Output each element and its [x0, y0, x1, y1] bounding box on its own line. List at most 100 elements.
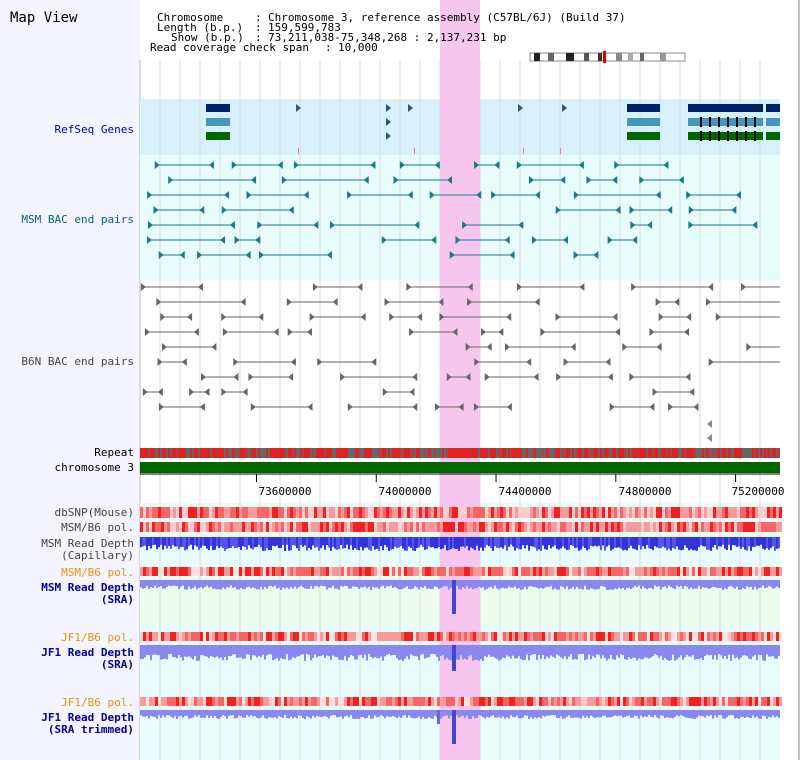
repeat-segment — [312, 448, 314, 458]
polymorphism-cell — [593, 507, 596, 518]
b6n-bac-pair-end — [741, 283, 747, 291]
repeat-segment — [260, 448, 262, 458]
repeat-segment — [448, 448, 450, 458]
polymorphism-cell — [332, 567, 335, 576]
read-depth-bar — [182, 710, 184, 718]
read-depth-bar — [566, 580, 568, 587]
read-depth-bar — [528, 710, 530, 719]
read-depth-bar — [354, 710, 356, 719]
polymorphism-cell — [311, 697, 314, 706]
polymorphism-cell — [488, 697, 491, 706]
b6n-bac-pair-end — [486, 343, 492, 351]
polymorphism-cell — [395, 507, 398, 518]
polymorphism-cell — [236, 567, 239, 576]
read-depth-bar — [732, 645, 734, 655]
track-label-refseq[interactable]: RefSeq Genes — [54, 123, 134, 136]
read-depth-bar — [540, 710, 542, 719]
polymorphism-cell — [716, 632, 719, 641]
read-depth-bar — [204, 537, 206, 546]
read-depth-bar — [728, 580, 730, 587]
polymorphism-cell — [557, 507, 560, 518]
polymorphism-cell — [227, 567, 230, 576]
read-depth-bar — [514, 645, 516, 659]
read-depth-bar — [366, 710, 368, 718]
read-depth-bar — [600, 710, 602, 718]
polymorphism-cell — [695, 567, 698, 576]
repeat-segment — [676, 448, 678, 458]
read-depth-bar — [546, 580, 548, 587]
read-depth-bar — [476, 710, 478, 719]
read-depth-bar — [600, 537, 602, 551]
show-colon: : — [255, 31, 262, 44]
polymorphism-cell — [713, 507, 716, 518]
gene-feature — [688, 118, 763, 126]
track-label-dbsnp: dbSNP(Mouse) — [54, 506, 134, 519]
polymorphism-cell — [335, 567, 338, 576]
read-depth-bar — [352, 537, 354, 550]
read-depth-bar — [494, 645, 496, 658]
read-depth-bar — [480, 645, 482, 660]
polymorphism-cell — [149, 567, 152, 576]
polymorphism-cell — [758, 507, 761, 518]
repeat-segment — [348, 448, 350, 458]
read-depth-bar — [482, 710, 484, 718]
polymorphism-cell — [650, 632, 653, 641]
read-depth-bar — [778, 645, 780, 657]
read-depth-bar — [234, 710, 236, 719]
repeat-segment — [164, 448, 166, 458]
read-depth-bar — [198, 580, 200, 589]
polymorphism-cell — [353, 632, 356, 641]
polymorphism-cell — [674, 697, 677, 706]
polymorphism-cell — [581, 567, 584, 576]
b6n-bac-pair-end — [181, 358, 187, 366]
repeat-segment — [400, 448, 402, 458]
polymorphism-cell — [152, 507, 155, 518]
track-label-msm-bac[interactable]: MSM BAC end pairs — [21, 213, 134, 226]
read-depth-bar — [440, 537, 442, 550]
read-depth-bar — [438, 580, 440, 589]
read-depth-bar — [512, 537, 514, 547]
read-depth-bar — [238, 645, 240, 658]
polymorphism-cell — [407, 567, 410, 576]
polymorphism-cell — [398, 567, 401, 576]
polymorphism-cell — [308, 522, 311, 532]
read-depth-bar — [232, 710, 234, 716]
read-depth-bar — [402, 537, 404, 549]
track-label-b6n-bac[interactable]: B6N BAC end pairs — [21, 355, 134, 368]
repeat-segment — [582, 448, 584, 458]
read-depth-bar — [628, 537, 630, 549]
repeat-segment — [352, 448, 354, 458]
read-depth-bar — [670, 710, 672, 718]
read-depth-bar — [676, 645, 678, 660]
read-depth-bar — [744, 580, 746, 590]
repeat-segment — [234, 448, 236, 458]
read-depth-bar — [518, 710, 520, 719]
polymorphism-cell — [590, 522, 593, 532]
repeat-segment — [524, 448, 526, 458]
polymorphism-cell — [725, 632, 728, 641]
read-depth-bar — [490, 537, 492, 549]
polymorphism-cell — [485, 522, 488, 532]
repeat-segment — [158, 448, 160, 458]
read-depth-bar — [526, 537, 528, 546]
polymorphism-cell — [467, 507, 470, 518]
read-depth-bar — [280, 710, 282, 717]
repeat-segment — [574, 448, 576, 458]
read-depth-bar — [184, 645, 186, 657]
ideogram-band — [598, 53, 602, 61]
read-depth-bar — [282, 645, 284, 660]
b6n-bac-pair-end — [161, 343, 167, 351]
repeat-segment — [670, 448, 672, 458]
polymorphism-cell — [662, 522, 665, 532]
read-depth-bar — [778, 710, 780, 718]
read-depth-bar — [192, 645, 194, 660]
polymorphism-cell — [683, 697, 686, 706]
read-depth-bar — [572, 645, 574, 660]
read-depth-bar — [364, 537, 366, 548]
polymorphism-cell — [602, 567, 605, 576]
read-depth-bar — [238, 537, 240, 547]
polymorphism-cell — [710, 522, 713, 532]
read-depth-bar — [184, 537, 186, 551]
repeat-segment — [342, 448, 344, 458]
